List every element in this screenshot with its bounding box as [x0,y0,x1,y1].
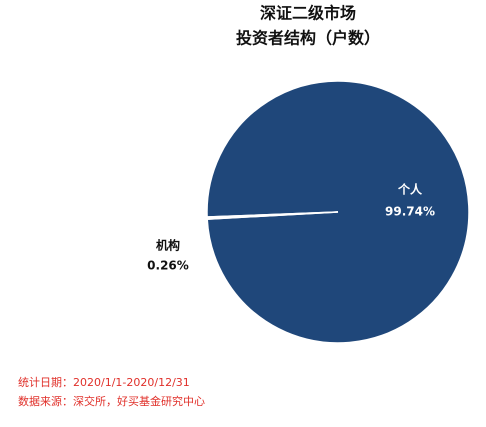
slice-label: 个人 [397,182,423,197]
pie-slice [206,211,339,220]
value-label: 0.26% [147,259,189,273]
chart-title: 深证二级市场 [260,4,356,23]
note: 统计日期：2020/1/1-2020/12/31 [18,376,190,389]
note: 数据来源：深交所，好买基金研究中心 [18,394,205,408]
pie-slice [206,80,470,344]
chart-subtitle: 投资者结构（户数） [236,29,380,48]
slice-label: 机构 [156,238,180,253]
value-label: 99.74% [385,205,435,219]
